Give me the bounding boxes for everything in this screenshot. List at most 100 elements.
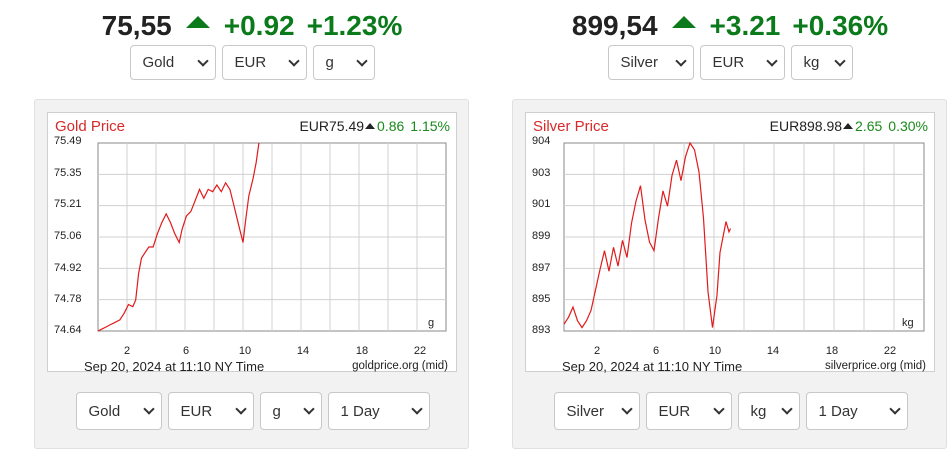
metal-select[interactable]: Silver [607,45,694,80]
chart-info-change: 2.65 [855,118,883,134]
chart-title: Silver Price [533,118,609,135]
silver-chart-plot [563,141,925,332]
silver-ticker-percent: +0.36% [792,10,889,41]
silver-ticker-change: +3.21 [709,10,781,41]
chart-info-change: 0.86 [377,118,405,134]
chart-info: EUR75.49 0.86 1.15% [299,118,450,134]
y-tick-label: 899 [532,230,551,242]
unit-select-value: kg [803,54,820,71]
x-tick-label: 18 [355,345,369,357]
range-select-value: 1 Day [340,402,380,420]
chevron-down-icon [142,403,155,415]
chart-source-label: silverprice.org (mid) [825,360,926,372]
up-arrow-icon [671,16,696,28]
currency-select-value: EUR [712,54,745,71]
x-tick-label: 18 [825,345,839,357]
chart-info-percent: 0.30% [888,118,928,134]
chevron-down-icon [833,54,846,67]
chart-info-percent: 1.15% [410,118,450,134]
y-tick-label: 901 [532,198,551,210]
gold-chart-plot [97,142,447,332]
unit-select[interactable]: g [259,392,322,430]
x-tick-label: 2 [123,345,131,357]
chart-date-label: Sep 20, 2024 at 11:10 NY Time [84,359,265,374]
silver-chart-card: Silver Price EUR898.98 2.65 0.30% 904 90… [512,99,947,449]
x-tick-label: 10 [238,345,252,357]
gold-ticker: 75,55 +0.92 +1.23% [32,8,472,44]
up-arrow-icon [185,16,210,28]
price-series-line [563,141,732,329]
chart-info-price: EUR75.49 [299,118,365,134]
gold-ticker-price: 75,55 [101,10,172,41]
gold-chart-card: Gold Price EUR75.49 0.86 1.15% 75.49 75.… [34,99,469,449]
x-tick-label: 2 [593,345,601,357]
chevron-down-icon [355,54,368,67]
unit-select[interactable]: g [312,45,375,80]
currency-select-value: EUR [180,402,213,420]
metal-select[interactable]: Gold [129,45,216,80]
chart-info-price: EUR898.98 [769,118,843,134]
y-tick-label: 897 [532,262,551,274]
chart-source-label: goldprice.org (mid) [352,360,448,372]
currency-select[interactable]: EUR [645,392,732,430]
metal-select[interactable]: Gold [75,392,162,430]
y-tick-label: 903 [532,167,551,179]
metal-select-value: Gold [142,54,175,71]
y-tick-label: 74.64 [54,324,82,336]
currency-select[interactable]: EUR [221,45,307,80]
y-tick-label: 75.49 [54,135,82,147]
silver-bottom-selectors: Silver EUR kg 1 Day [513,392,948,430]
range-select[interactable]: 1 Day [327,392,430,430]
metal-select-value: Silver [566,402,605,420]
gold-top-selectors: Gold EUR g [32,45,472,80]
x-tick-label: 22 [413,345,427,357]
metal-select[interactable]: Silver [553,392,640,430]
x-tick-label: 14 [766,345,780,357]
chevron-down-icon [888,403,901,415]
y-tick-label: 75.06 [54,230,82,242]
unit-select-value: g [325,54,334,71]
up-arrow-icon [365,123,376,129]
chevron-down-icon [780,403,793,415]
y-tick-label: 904 [532,135,551,147]
silver-chart: Silver Price EUR898.98 2.65 0.30% 904 90… [525,112,935,374]
y-tick-label: 74.92 [54,262,82,274]
y-tick-label: 75.35 [54,167,82,179]
x-tick-label: 14 [296,345,310,357]
gold-bottom-selectors: Gold EUR g 1 Day [35,392,470,430]
currency-select-value: EUR [658,402,691,420]
y-tick-label: 74.78 [54,293,82,305]
gold-ticker-percent: +1.23% [306,10,403,41]
unit-select-value: kg [750,402,767,420]
chevron-down-icon [287,54,300,67]
price-series-line [97,142,260,332]
range-select-value: 1 Day [818,402,858,420]
y-tick-label: 893 [532,324,551,336]
currency-select-value: EUR [234,54,267,71]
y-tick-label: 75.21 [54,198,82,210]
chevron-down-icon [302,403,315,415]
unit-select-value: g [272,402,281,420]
currency-select[interactable]: EUR [167,392,254,430]
unit-select[interactable]: kg [790,45,853,80]
x-tick-label: 10 [708,345,722,357]
up-arrow-icon [843,123,854,129]
silver-top-selectors: Silver EUR kg [510,45,949,80]
chevron-down-icon [620,403,633,415]
metal-select-value: Silver [620,54,659,71]
x-tick-label: 6 [182,345,190,357]
unit-select[interactable]: kg [737,392,800,430]
unit-label: g [428,317,435,329]
metal-select-value: Gold [88,402,121,420]
unit-label: kg [902,317,914,329]
range-select[interactable]: 1 Day [805,392,908,430]
gold-ticker-change: +0.92 [223,10,295,41]
chevron-down-icon [674,54,687,67]
chart-date-label: Sep 20, 2024 at 11:10 NY Time [562,359,743,374]
currency-select[interactable]: EUR [699,45,785,80]
chevron-down-icon [712,403,725,415]
chart-info: EUR898.98 2.65 0.30% [770,118,928,134]
chevron-down-icon [765,54,778,67]
chevron-down-icon [410,403,423,415]
silver-ticker-price: 899,54 [571,10,658,41]
